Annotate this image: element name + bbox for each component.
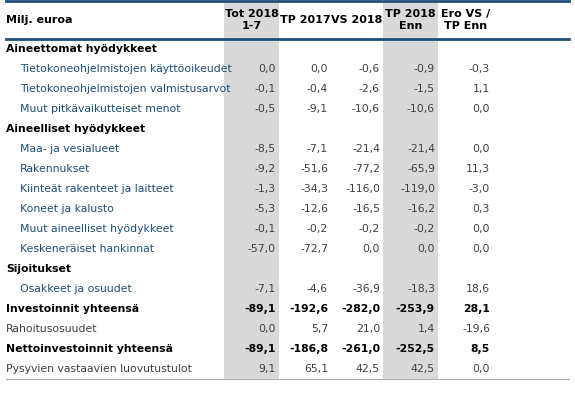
Text: Pysyvien vastaavien luovutustulot: Pysyvien vastaavien luovutustulot xyxy=(6,364,192,374)
Text: 18,6: 18,6 xyxy=(466,284,490,294)
Text: 1,4: 1,4 xyxy=(418,324,435,334)
Text: -12,6: -12,6 xyxy=(300,204,328,214)
Text: Osakkeet ja osuudet: Osakkeet ja osuudet xyxy=(20,284,132,294)
Text: -0,3: -0,3 xyxy=(469,64,490,74)
Text: TP 2017: TP 2017 xyxy=(279,15,330,25)
Text: Muut pitkävaikutteiset menot: Muut pitkävaikutteiset menot xyxy=(20,104,181,114)
Text: -19,6: -19,6 xyxy=(462,324,490,334)
Text: -192,6: -192,6 xyxy=(289,304,328,314)
Text: -7,1: -7,1 xyxy=(307,144,328,154)
Text: Milj. euroa: Milj. euroa xyxy=(6,15,72,25)
Text: -3,0: -3,0 xyxy=(469,184,490,194)
Text: -18,3: -18,3 xyxy=(407,284,435,294)
Text: -4,6: -4,6 xyxy=(307,284,328,294)
Bar xyxy=(224,1,279,379)
Text: -9,2: -9,2 xyxy=(255,164,276,174)
Text: -16,2: -16,2 xyxy=(407,204,435,214)
Text: 0,0: 0,0 xyxy=(473,224,490,234)
Text: Nettoinvestoinnit yhteensä: Nettoinvestoinnit yhteensä xyxy=(6,344,173,354)
Text: -1,5: -1,5 xyxy=(414,84,435,94)
Text: 8,5: 8,5 xyxy=(471,344,490,354)
Text: -0,9: -0,9 xyxy=(414,64,435,74)
Text: 0,0: 0,0 xyxy=(362,244,380,254)
Text: -0,6: -0,6 xyxy=(359,64,380,74)
Text: -186,8: -186,8 xyxy=(289,344,328,354)
Text: 28,1: 28,1 xyxy=(463,304,490,314)
Text: -16,5: -16,5 xyxy=(352,204,380,214)
Text: -0,2: -0,2 xyxy=(414,224,435,234)
Text: -72,7: -72,7 xyxy=(300,244,328,254)
Text: Tietokoneohjelmistojen käyttöoikeudet: Tietokoneohjelmistojen käyttöoikeudet xyxy=(20,64,232,74)
Text: -252,5: -252,5 xyxy=(396,344,435,354)
Text: 0,0: 0,0 xyxy=(417,244,435,254)
Text: -282,0: -282,0 xyxy=(341,304,380,314)
Text: 0,3: 0,3 xyxy=(473,204,490,214)
Text: Muut aineelliset hyödykkeet: Muut aineelliset hyödykkeet xyxy=(20,224,174,234)
Text: Aineettomat hyödykkeet: Aineettomat hyödykkeet xyxy=(6,44,157,54)
Text: 0,0: 0,0 xyxy=(473,244,490,254)
Text: -2,6: -2,6 xyxy=(359,84,380,94)
Text: Keskeneräiset hankinnat: Keskeneräiset hankinnat xyxy=(20,244,154,254)
Text: -253,9: -253,9 xyxy=(396,304,435,314)
Text: Aineelliset hyödykkeet: Aineelliset hyödykkeet xyxy=(6,124,145,134)
Text: 0,0: 0,0 xyxy=(473,104,490,114)
Text: -0,2: -0,2 xyxy=(306,224,328,234)
Text: -21,4: -21,4 xyxy=(352,144,380,154)
Text: 65,1: 65,1 xyxy=(304,364,328,374)
Text: Rakennukset: Rakennukset xyxy=(20,164,90,174)
Text: -34,3: -34,3 xyxy=(300,184,328,194)
Text: -7,1: -7,1 xyxy=(255,284,276,294)
Text: -0,4: -0,4 xyxy=(306,84,328,94)
Text: -77,2: -77,2 xyxy=(352,164,380,174)
Text: -8,5: -8,5 xyxy=(255,144,276,154)
Text: Investoinnit yhteensä: Investoinnit yhteensä xyxy=(6,304,139,314)
Text: -0,1: -0,1 xyxy=(255,84,276,94)
Text: -89,1: -89,1 xyxy=(244,344,276,354)
Text: -0,1: -0,1 xyxy=(255,224,276,234)
Bar xyxy=(383,1,438,379)
Text: -10,6: -10,6 xyxy=(352,104,380,114)
Text: -261,0: -261,0 xyxy=(341,344,380,354)
Text: 11,3: 11,3 xyxy=(466,164,490,174)
Text: 1,1: 1,1 xyxy=(473,84,490,94)
Text: -10,6: -10,6 xyxy=(407,104,435,114)
Text: 0,0: 0,0 xyxy=(473,144,490,154)
Text: Maa- ja vesialueet: Maa- ja vesialueet xyxy=(20,144,119,154)
Text: Tietokoneohjelmistojen valmistusarvot: Tietokoneohjelmistojen valmistusarvot xyxy=(20,84,231,94)
Text: 0,0: 0,0 xyxy=(473,364,490,374)
Text: 21,0: 21,0 xyxy=(356,324,380,334)
Text: Tot 2018
1-7: Tot 2018 1-7 xyxy=(225,9,278,31)
Text: -0,5: -0,5 xyxy=(255,104,276,114)
Text: -36,9: -36,9 xyxy=(352,284,380,294)
Text: -65,9: -65,9 xyxy=(407,164,435,174)
Text: Koneet ja kalusto: Koneet ja kalusto xyxy=(20,204,114,214)
Text: -119,0: -119,0 xyxy=(400,184,435,194)
Text: 42,5: 42,5 xyxy=(411,364,435,374)
Text: Kiinteät rakenteet ja laitteet: Kiinteät rakenteet ja laitteet xyxy=(20,184,174,194)
Text: -57,0: -57,0 xyxy=(248,244,276,254)
Text: 42,5: 42,5 xyxy=(356,364,380,374)
Text: 0,0: 0,0 xyxy=(259,324,276,334)
Text: -51,6: -51,6 xyxy=(300,164,328,174)
Text: 5,7: 5,7 xyxy=(310,324,328,334)
Text: -5,3: -5,3 xyxy=(255,204,276,214)
Text: VS 2018: VS 2018 xyxy=(331,15,383,25)
Text: -89,1: -89,1 xyxy=(244,304,276,314)
Text: -1,3: -1,3 xyxy=(255,184,276,194)
Text: -21,4: -21,4 xyxy=(407,144,435,154)
Text: -0,2: -0,2 xyxy=(359,224,380,234)
Text: -9,1: -9,1 xyxy=(307,104,328,114)
Text: Ero VS /
TP Enn: Ero VS / TP Enn xyxy=(441,9,490,31)
Text: Sijoitukset: Sijoitukset xyxy=(6,264,71,274)
Text: -116,0: -116,0 xyxy=(345,184,380,194)
Text: 0,0: 0,0 xyxy=(310,64,328,74)
Text: 9,1: 9,1 xyxy=(259,364,276,374)
Text: 0,0: 0,0 xyxy=(259,64,276,74)
Text: Rahoitusosuudet: Rahoitusosuudet xyxy=(6,324,98,334)
Text: TP 2018
Enn: TP 2018 Enn xyxy=(385,9,436,31)
